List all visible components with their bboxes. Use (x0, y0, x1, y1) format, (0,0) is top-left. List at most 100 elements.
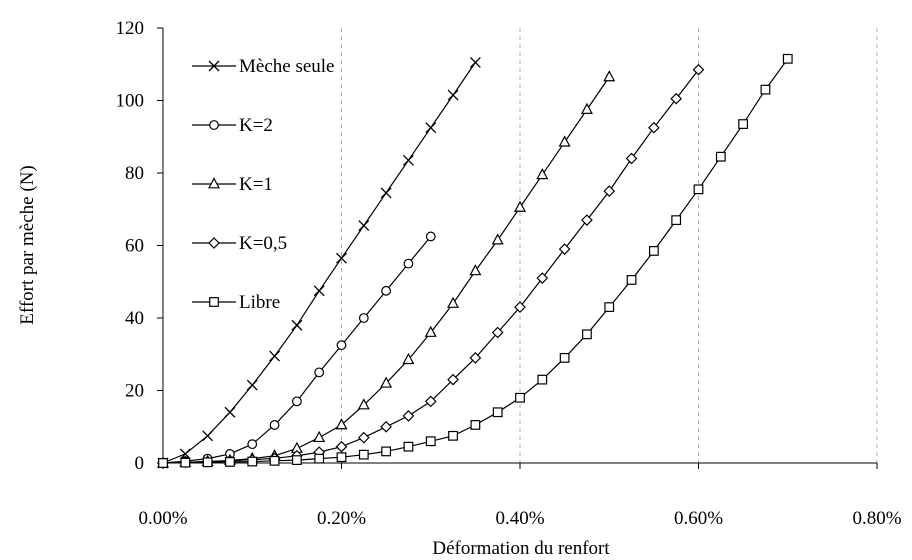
data-point (692, 63, 705, 76)
data-point (202, 457, 213, 468)
data-point (269, 455, 280, 466)
data-point (225, 457, 235, 467)
x-tick-labels: 0.00% 0.20% 0.40% 0.60% 0.80% (138, 463, 902, 529)
series-group (156, 53, 793, 469)
data-point (514, 301, 526, 313)
data-point (403, 441, 414, 452)
data-point (513, 200, 527, 212)
x-axis-label: Déformation du renfort (432, 538, 610, 559)
data-point (491, 233, 504, 245)
legend-item: K=1 (192, 174, 273, 195)
legend-label: Mèche seule (239, 56, 334, 77)
legend-marker (208, 60, 220, 72)
legend-item: K=0,5 (192, 233, 287, 254)
data-point (469, 56, 481, 68)
data-point (469, 352, 482, 364)
data-point (247, 456, 258, 467)
data-point (336, 452, 347, 463)
data-point (335, 440, 348, 453)
data-point (491, 326, 504, 339)
data-point (224, 406, 236, 418)
grid-lines (341, 28, 878, 463)
data-point (402, 154, 414, 166)
data-point (424, 395, 437, 408)
y-tick-label: 120 (116, 18, 145, 39)
data-point (603, 185, 616, 197)
data-point (380, 187, 392, 199)
data-point (314, 453, 325, 464)
data-point (671, 215, 682, 226)
data-point (381, 446, 392, 457)
series-square (158, 53, 793, 468)
data-point (291, 319, 303, 331)
legend-item: Libre (192, 292, 280, 313)
data-point (313, 285, 325, 297)
data-point (648, 246, 659, 256)
data-point (425, 122, 437, 134)
data-point (648, 121, 660, 134)
data-point (402, 410, 415, 422)
data-point (380, 376, 393, 388)
legend-label: K=0,5 (239, 233, 287, 254)
data-point (558, 135, 571, 147)
y-tick-label: 20 (125, 381, 144, 402)
legend-label: K=1 (239, 174, 273, 195)
legend-marker (207, 177, 221, 189)
data-point (447, 373, 459, 386)
y-tick-labels: 0 20 40 60 80 100 120 (116, 18, 163, 474)
data-point (180, 457, 191, 468)
data-point (291, 396, 302, 407)
data-point (670, 92, 683, 105)
legend-marker (209, 297, 219, 307)
data-point (625, 152, 638, 165)
y-tick-label: 80 (125, 163, 144, 184)
x-tick-label: 0.20% (317, 508, 366, 529)
legend-item: Mèche seule (192, 56, 334, 77)
data-point (782, 53, 793, 64)
data-point (515, 392, 525, 403)
data-point (381, 285, 392, 296)
data-point (603, 70, 616, 82)
data-point (358, 313, 369, 323)
data-point (581, 214, 593, 226)
data-point (269, 350, 281, 362)
legend-label: Libre (239, 292, 280, 313)
data-point (693, 184, 704, 195)
data-point (380, 420, 392, 433)
series-line (162, 236, 432, 464)
data-point (582, 329, 592, 340)
data-point (358, 220, 370, 232)
data-point (469, 264, 482, 276)
data-point (537, 374, 548, 385)
data-point (448, 430, 458, 441)
data-point (158, 458, 168, 468)
legend-item: K=2 (192, 115, 273, 136)
data-point (179, 448, 191, 460)
legend-marker (208, 237, 220, 249)
y-tick-label: 0 (135, 453, 145, 474)
data-point (715, 151, 726, 162)
legend-label: K=2 (239, 115, 273, 136)
data-point (336, 252, 347, 264)
series-circle (158, 231, 436, 468)
data-point (246, 379, 258, 391)
data-point (403, 258, 414, 269)
data-point (559, 352, 570, 363)
data-point (335, 418, 348, 430)
data-point (536, 272, 549, 284)
x-tick-label: 0.80% (852, 508, 901, 529)
data-point (425, 436, 436, 447)
data-point (626, 275, 637, 285)
series-triangle (156, 70, 616, 468)
data-point (760, 84, 771, 95)
data-point (314, 367, 325, 378)
y-axis-label: Effort par mèche (N) (17, 165, 38, 325)
data-point (558, 243, 571, 255)
data-point (402, 352, 415, 365)
series-line (162, 76, 610, 464)
data-point (424, 325, 437, 337)
legend: Mèche seule K=2 K=1 K=0,5 Libre (192, 56, 334, 313)
data-point (247, 439, 258, 450)
data-point (447, 296, 460, 308)
data-point (313, 430, 326, 443)
